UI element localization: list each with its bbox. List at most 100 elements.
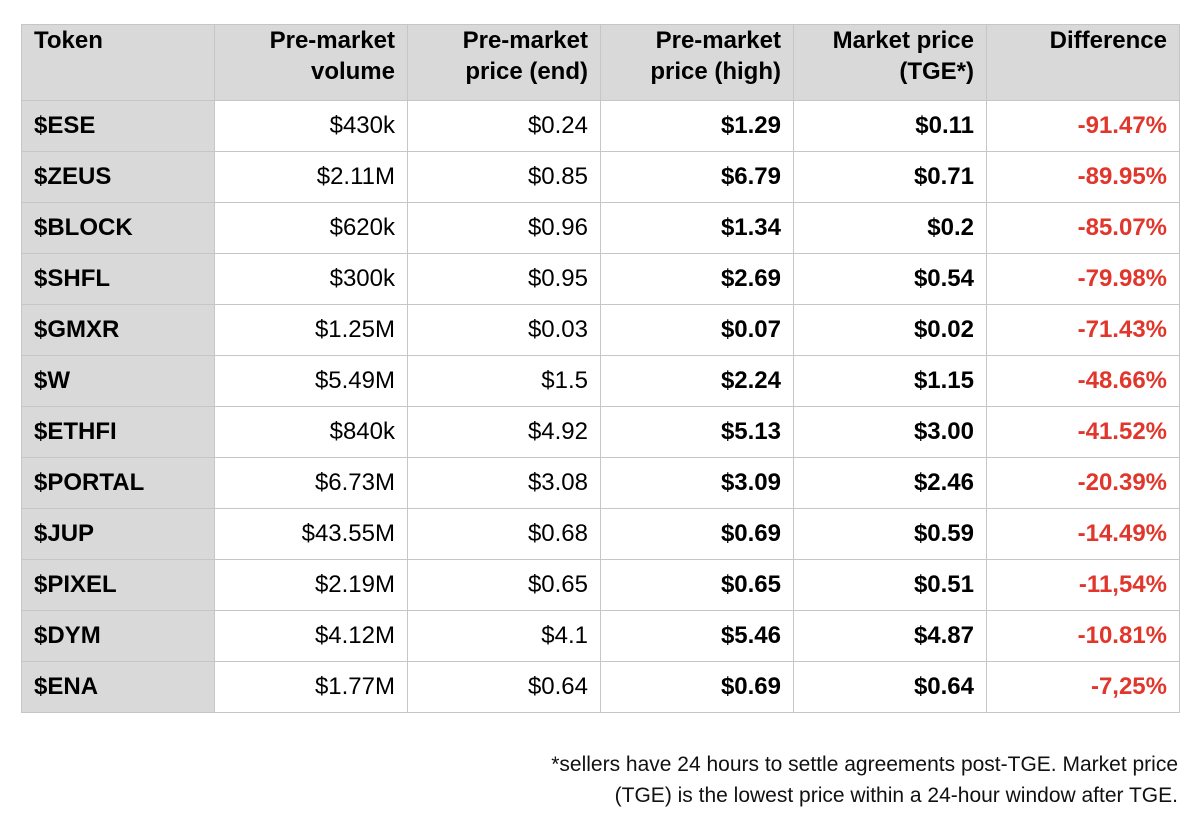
token-cell: $BLOCK <box>21 202 215 254</box>
price-end-cell: $0.95 <box>407 253 601 305</box>
volume-cell: $430k <box>214 100 408 152</box>
volume-cell: $840k <box>214 406 408 458</box>
header-token-line: Token <box>34 27 103 54</box>
market-price-cell: $0.71 <box>793 151 987 203</box>
volume-cell: $300k <box>214 253 408 305</box>
footnote: *sellers have 24 hours to settle agreeme… <box>418 749 1178 811</box>
difference-cell: -20.39% <box>986 457 1180 509</box>
volume-cell: $5.49M <box>214 355 408 407</box>
difference-cell: -91.47% <box>986 100 1180 152</box>
header-market-price: Market price (TGE*) <box>793 24 987 101</box>
price-end-cell: $0.65 <box>407 559 601 611</box>
token-cell: $ETHFI <box>21 406 215 458</box>
volume-cell: $620k <box>214 202 408 254</box>
table-row: $ZEUS $2.11M $0.85 $6.79 $0.71 -89.95% <box>21 151 1180 203</box>
difference-cell: -79.98% <box>986 253 1180 305</box>
table-row: $JUP $43.55M $0.68 $0.69 $0.59 -14.49% <box>21 508 1180 560</box>
market-price-cell: $0.02 <box>793 304 987 356</box>
price-high-cell: $2.24 <box>600 355 794 407</box>
header-market-price-line1: Market price <box>832 27 974 54</box>
header-premarket-price-high-line1: Pre-market <box>655 27 781 54</box>
market-price-cell: $4.87 <box>793 610 987 662</box>
header-premarket-volume-line2: volume <box>310 58 395 85</box>
volume-cell: $2.11M <box>214 151 408 203</box>
price-end-cell: $0.85 <box>407 151 601 203</box>
price-high-cell: $1.34 <box>600 202 794 254</box>
market-price-cell: $0.54 <box>793 253 987 305</box>
price-end-cell: $0.64 <box>407 661 601 713</box>
price-high-cell: $0.65 <box>600 559 794 611</box>
volume-cell: $1.77M <box>214 661 408 713</box>
difference-cell: -89.95% <box>986 151 1180 203</box>
volume-cell: $4.12M <box>214 610 408 662</box>
difference-cell: -14.49% <box>986 508 1180 560</box>
token-cell: $PORTAL <box>21 457 215 509</box>
table-row: $ESE $430k $0.24 $1.29 $0.11 -91.47% <box>21 100 1180 152</box>
header-premarket-price-high: Pre-market price (high) <box>600 24 794 101</box>
difference-cell: -11,54% <box>986 559 1180 611</box>
header-row: Token Pre-market volume Pre-market price… <box>21 24 1180 101</box>
table-row: $W $5.49M $1.5 $2.24 $1.15 -48.66% <box>21 355 1180 407</box>
table-row: $PORTAL $6.73M $3.08 $3.09 $2.46 -20.39% <box>21 457 1180 509</box>
difference-cell: -41.52% <box>986 406 1180 458</box>
header-premarket-volume-line1: Pre-market <box>269 27 395 54</box>
price-high-cell: $0.69 <box>600 661 794 713</box>
token-cell: $ESE <box>21 100 215 152</box>
table-row: $ENA $1.77M $0.64 $0.69 $0.64 -7,25% <box>21 661 1180 713</box>
volume-cell: $6.73M <box>214 457 408 509</box>
difference-cell: -71.43% <box>986 304 1180 356</box>
header-premarket-price-end-line2: price (end) <box>465 58 588 85</box>
market-price-cell: $0.51 <box>793 559 987 611</box>
footnote-line-2: (TGE) is the lowest price within a 24-ho… <box>614 784 1178 807</box>
difference-cell: -10.81% <box>986 610 1180 662</box>
price-high-cell: $0.07 <box>600 304 794 356</box>
price-end-cell: $0.96 <box>407 202 601 254</box>
token-cell: $JUP <box>21 508 215 560</box>
price-end-cell: $0.03 <box>407 304 601 356</box>
market-price-cell: $0.64 <box>793 661 987 713</box>
price-high-cell: $6.79 <box>600 151 794 203</box>
table-header: Token Pre-market volume Pre-market price… <box>21 24 1180 101</box>
difference-cell: -48.66% <box>986 355 1180 407</box>
volume-cell: $1.25M <box>214 304 408 356</box>
token-cell: $GMXR <box>21 304 215 356</box>
market-price-cell: $3.00 <box>793 406 987 458</box>
price-high-cell: $0.69 <box>600 508 794 560</box>
table-row: $BLOCK $620k $0.96 $1.34 $0.2 -85.07% <box>21 202 1180 254</box>
token-cell: $W <box>21 355 215 407</box>
token-cell: $PIXEL <box>21 559 215 611</box>
difference-cell: -85.07% <box>986 202 1180 254</box>
price-high-cell: $1.29 <box>600 100 794 152</box>
market-price-cell: $2.46 <box>793 457 987 509</box>
header-difference-line: Difference <box>1049 27 1167 54</box>
header-difference: Difference <box>986 24 1180 101</box>
price-end-cell: $0.68 <box>407 508 601 560</box>
token-comparison-table: Token Pre-market volume Pre-market price… <box>21 24 1180 713</box>
price-high-cell: $2.69 <box>600 253 794 305</box>
table-row: $PIXEL $2.19M $0.65 $0.65 $0.51 -11,54% <box>21 559 1180 611</box>
price-end-cell: $3.08 <box>407 457 601 509</box>
price-end-cell: $1.5 <box>407 355 601 407</box>
header-premarket-price-end: Pre-market price (end) <box>407 24 601 101</box>
header-premarket-price-high-line2: price (high) <box>650 58 781 85</box>
token-cell: $ZEUS <box>21 151 215 203</box>
volume-cell: $2.19M <box>214 559 408 611</box>
price-high-cell: $5.13 <box>600 406 794 458</box>
table-row: $DYM $4.12M $4.1 $5.46 $4.87 -10.81% <box>21 610 1180 662</box>
table-body: $ESE $430k $0.24 $1.29 $0.11 -91.47% $ZE… <box>21 100 1180 713</box>
table-row: $GMXR $1.25M $0.03 $0.07 $0.02 -71.43% <box>21 304 1180 356</box>
header-market-price-line2: (TGE*) <box>899 58 974 85</box>
market-price-cell: $0.11 <box>793 100 987 152</box>
table-row: $ETHFI $840k $4.92 $5.13 $3.00 -41.52% <box>21 406 1180 458</box>
price-end-cell: $0.24 <box>407 100 601 152</box>
price-high-cell: $5.46 <box>600 610 794 662</box>
token-cell: $DYM <box>21 610 215 662</box>
market-price-cell: $1.15 <box>793 355 987 407</box>
price-high-cell: $3.09 <box>600 457 794 509</box>
header-premarket-price-end-line1: Pre-market <box>462 27 588 54</box>
token-cell: $ENA <box>21 661 215 713</box>
footnote-line-1: *sellers have 24 hours to settle agreeme… <box>551 753 1178 776</box>
table-row: $SHFL $300k $0.95 $2.69 $0.54 -79.98% <box>21 253 1180 305</box>
header-token: Token <box>21 24 215 101</box>
market-price-cell: $0.59 <box>793 508 987 560</box>
